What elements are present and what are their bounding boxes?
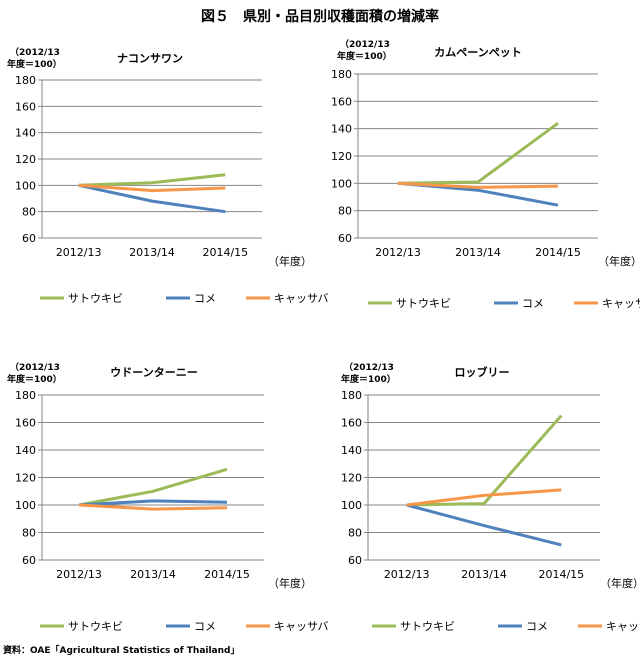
y-tick-label: 120 [331, 150, 352, 163]
y-tick-label: 100 [15, 179, 36, 192]
chart-title: ウドーンターニー [110, 366, 197, 379]
legend-label: コメ [194, 292, 216, 305]
series-line-コメ [78, 499, 228, 507]
series-line-キャッサバ [78, 183, 226, 193]
y-tick-label: 120 [15, 472, 36, 485]
y-tick-label: 120 [341, 472, 362, 485]
x-tick-label: 2014/15 [535, 246, 581, 259]
legend-label: キャッサバ [606, 620, 640, 633]
y-tick-label: 180 [341, 389, 362, 402]
figure-title: 図５ 県別・品目別収穫面積の増減率 [201, 9, 439, 25]
y-unit-label: （2012/13 [10, 362, 60, 373]
y-tick-label: 60 [22, 232, 36, 245]
y-unit-label: （2012/13 [340, 39, 390, 50]
chart-title: カムペーンペット [434, 46, 521, 59]
legend-label: コメ [194, 620, 216, 633]
y-unit-label: 年度＝100） [7, 373, 62, 385]
x-unit-label: （年度） [268, 576, 312, 590]
y-tick-label: 180 [331, 68, 352, 81]
y-tick-label: 160 [341, 417, 362, 430]
y-tick-label: 80 [348, 527, 362, 540]
x-tick-label: 2012/13 [56, 568, 102, 581]
y-tick-label: 80 [22, 527, 36, 540]
x-tick-label: 2014/15 [202, 246, 248, 259]
x-unit-label: （年度） [598, 254, 640, 268]
chart-title: ナコンサワン [117, 52, 183, 65]
series-line-キャッサバ [397, 181, 559, 189]
legend-label: キャッサバ [274, 292, 329, 305]
y-tick-label: 100 [331, 177, 352, 190]
series-line-サトウキビ [406, 414, 563, 507]
x-tick-label: 2012/13 [56, 246, 102, 259]
y-tick-label: 120 [15, 153, 36, 166]
series-line-キャッサバ [406, 488, 562, 507]
y-tick-label: 180 [15, 389, 36, 402]
y-tick-label: 140 [15, 127, 36, 140]
y-tick-label: 80 [338, 205, 352, 218]
x-tick-label: 2013/14 [130, 568, 176, 581]
x-tick-label: 2014/15 [538, 568, 584, 581]
y-tick-label: 160 [331, 95, 352, 108]
y-tick-label: 60 [338, 232, 352, 245]
y-tick-label: 180 [15, 74, 36, 87]
y-tick-label: 160 [15, 100, 36, 113]
y-tick-label: 60 [348, 554, 362, 567]
x-tick-label: 2013/14 [455, 246, 501, 259]
y-tick-label: 100 [341, 499, 362, 512]
y-tick-label: 160 [15, 417, 36, 430]
y-tick-label: 140 [341, 444, 362, 457]
y-unit-label: 年度＝100） [7, 58, 62, 70]
y-tick-label: 140 [331, 123, 352, 136]
x-tick-label: 2013/14 [129, 246, 175, 259]
y-unit-label: （2012/13 [10, 47, 60, 58]
legend-label: コメ [526, 620, 548, 633]
legend-label: サトウキビ [68, 292, 123, 305]
y-unit-label: 年度＝100） [341, 373, 396, 385]
x-tick-label: 2013/14 [461, 568, 507, 581]
x-tick-label: 2012/13 [375, 246, 421, 259]
legend-label: キャッサバ [274, 620, 329, 633]
legend-label: サトウキビ [400, 620, 455, 633]
series-line-コメ [406, 503, 562, 547]
legend-label: キャッサバ [602, 297, 640, 310]
legend-label: サトウキビ [396, 297, 451, 310]
chart-title: ロッブリー [455, 365, 510, 379]
legend-label: コメ [522, 297, 544, 310]
y-tick-label: 140 [15, 444, 36, 457]
source-note: 資料：OAE「Agricultural Statistics of Thaila… [3, 646, 240, 656]
series-line-サトウキビ [78, 467, 228, 507]
series-line-サトウキビ [78, 173, 226, 187]
y-tick-label: 100 [15, 499, 36, 512]
y-unit-label: 年度＝100） [337, 50, 392, 62]
x-unit-label: （年度） [600, 576, 640, 590]
y-tick-label: 60 [22, 554, 36, 567]
x-tick-label: 2014/15 [204, 568, 250, 581]
legend-label: サトウキビ [68, 620, 123, 633]
series-line-キャッサバ [78, 503, 228, 511]
series-line-コメ [78, 183, 226, 214]
y-tick-label: 80 [22, 206, 36, 219]
x-tick-label: 2012/13 [384, 568, 430, 581]
x-unit-label: （年度） [268, 254, 312, 268]
series-line-サトウキビ [397, 121, 559, 185]
y-unit-label: （2012/13 [344, 362, 394, 373]
